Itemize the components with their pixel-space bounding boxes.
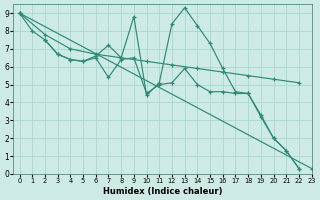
X-axis label: Humidex (Indice chaleur): Humidex (Indice chaleur) bbox=[103, 187, 222, 196]
